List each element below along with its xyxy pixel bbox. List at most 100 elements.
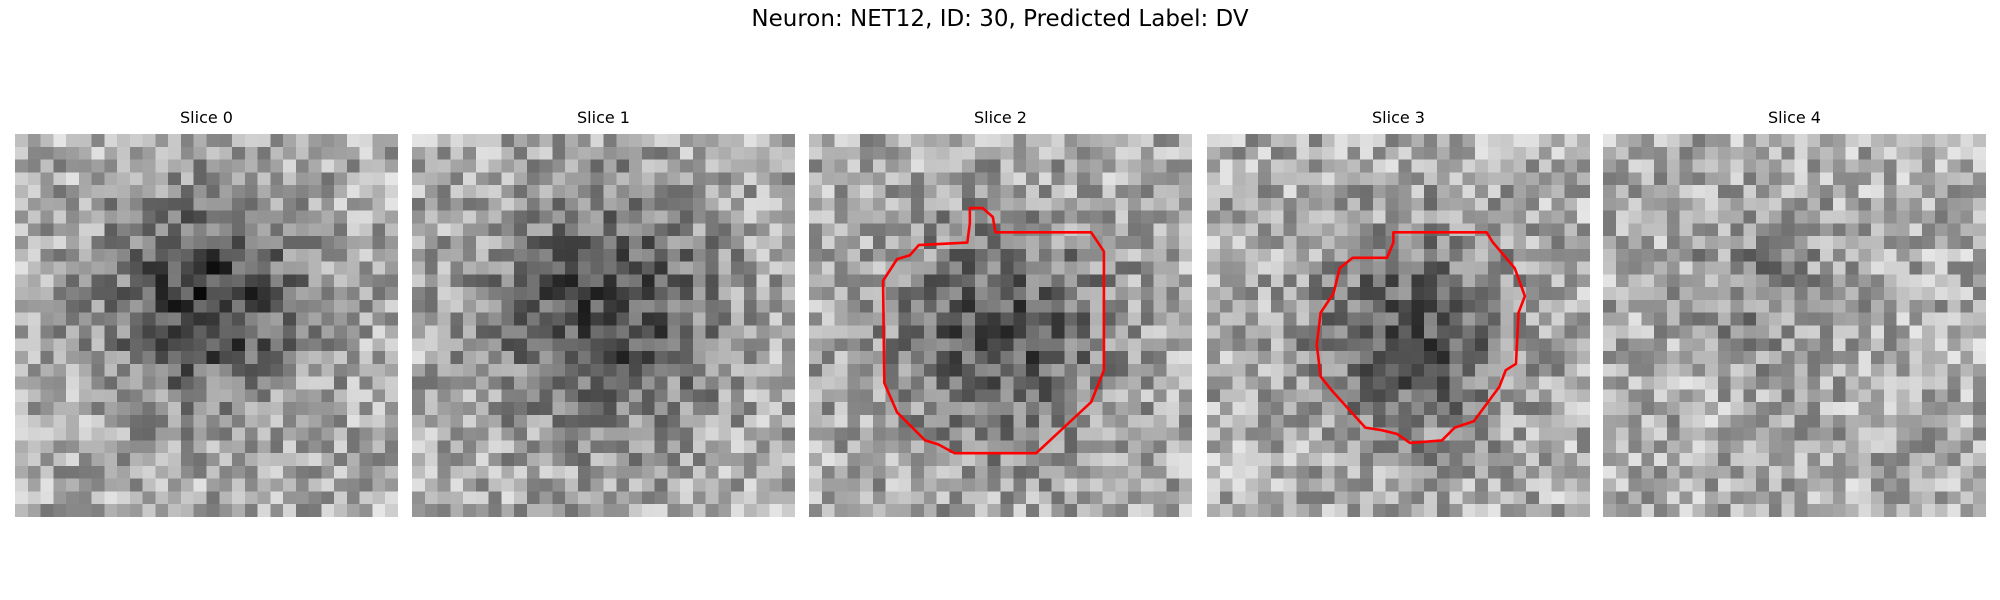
pixel [91, 146, 105, 160]
pixel [565, 185, 579, 199]
pixel [923, 197, 937, 211]
panel: Slice 2 [809, 108, 1192, 517]
pixel [346, 465, 360, 479]
pixel [1768, 236, 1782, 250]
pixel [104, 210, 118, 224]
pixel [1102, 261, 1116, 275]
pixel [155, 185, 169, 199]
pixel [718, 504, 732, 517]
pixel [104, 338, 118, 352]
pixel [1807, 465, 1821, 479]
pixel [1692, 478, 1706, 492]
pixel [1973, 159, 1986, 173]
pixel [1641, 440, 1655, 454]
pixel [1128, 197, 1142, 211]
pixel [372, 427, 386, 441]
pixel [769, 338, 783, 352]
pixel [1077, 248, 1091, 262]
pixel [1730, 453, 1744, 467]
pixel [1883, 223, 1897, 237]
pixel [1398, 363, 1412, 377]
pixel [334, 351, 348, 365]
pixel [1013, 351, 1027, 365]
pixel [385, 478, 398, 492]
pixel [155, 389, 169, 403]
pixel [872, 172, 886, 186]
pixel [539, 414, 553, 428]
pixel [1922, 146, 1936, 160]
pixel [463, 146, 477, 160]
pixel [987, 338, 1001, 352]
pixel [232, 325, 246, 339]
pixel [872, 159, 886, 173]
pixel [1462, 389, 1476, 403]
pixel [539, 299, 553, 313]
pixel [334, 287, 348, 301]
pixel [270, 402, 284, 416]
pixel [769, 376, 783, 390]
pixel [1334, 312, 1348, 326]
pixel [283, 287, 297, 301]
pixel [860, 376, 874, 390]
pixel [1219, 210, 1233, 224]
pixel [129, 491, 143, 505]
pixel [437, 210, 451, 224]
pixel [1219, 465, 1233, 479]
pixel [1871, 465, 1885, 479]
pixel [1128, 478, 1142, 492]
pixel [847, 185, 861, 199]
pixel [1296, 440, 1310, 454]
pixel [232, 197, 246, 211]
pixel [1820, 402, 1834, 416]
pixel [872, 414, 886, 428]
pixel [308, 223, 322, 237]
pixel [1577, 146, 1590, 160]
pixel [1140, 504, 1154, 517]
pixel [769, 312, 783, 326]
pixel [1730, 287, 1744, 301]
pixel [91, 453, 105, 467]
pixel [463, 236, 477, 250]
pixel [359, 287, 373, 301]
pixel [129, 287, 143, 301]
pixel [1064, 389, 1078, 403]
pixel [1807, 299, 1821, 313]
pixel [1896, 478, 1910, 492]
pixel [1089, 504, 1103, 517]
pixel [1449, 197, 1463, 211]
pixel [385, 376, 398, 390]
pixel [962, 299, 976, 313]
pixel [667, 427, 681, 441]
pixel [475, 197, 489, 211]
pixel [117, 363, 131, 377]
pixel [629, 172, 643, 186]
pixel [1232, 197, 1246, 211]
pixel [962, 465, 976, 479]
pixel [488, 376, 502, 390]
pixel [475, 261, 489, 275]
pixel [155, 338, 169, 352]
pixel [1845, 325, 1859, 339]
pixel [475, 223, 489, 237]
pixel [872, 491, 886, 505]
pixel [1883, 185, 1897, 199]
pixel [27, 325, 41, 339]
pixel [885, 287, 899, 301]
pixel [1654, 172, 1668, 186]
pixel [1832, 351, 1846, 365]
pixel [91, 134, 105, 148]
pixel [1424, 465, 1438, 479]
pixel [1832, 134, 1846, 148]
pixel [1153, 351, 1167, 365]
pixel [1207, 172, 1221, 186]
pixel [756, 325, 770, 339]
pixel [1258, 312, 1272, 326]
pixel [1871, 414, 1885, 428]
pixel [1232, 376, 1246, 390]
pixel [142, 223, 156, 237]
pixel [667, 274, 681, 288]
pixel [1679, 134, 1693, 148]
pixel [168, 351, 182, 365]
pixel [78, 376, 92, 390]
pixel [1309, 389, 1323, 403]
